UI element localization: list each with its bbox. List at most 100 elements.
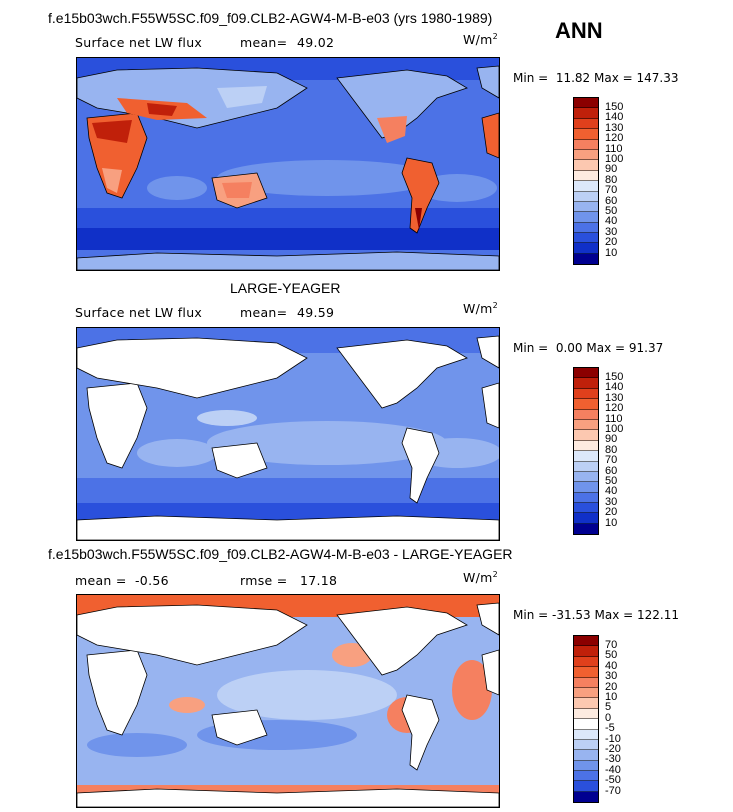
colorbar-swatch xyxy=(574,523,598,535)
colorbar-tick-label: -40 xyxy=(605,763,621,776)
panel-3-mean-value: -0.56 xyxy=(135,573,169,588)
colorbar-swatch xyxy=(574,750,598,761)
colorbar-swatch xyxy=(574,430,598,441)
colorbar-tick-label: 10 xyxy=(605,246,618,259)
colorbar-swatch xyxy=(574,667,598,678)
colorbar-tick-label: 100 xyxy=(605,422,624,435)
colorbar-tick-label: 40 xyxy=(605,485,618,498)
colorbar-swatch xyxy=(574,781,598,792)
colorbar-swatch xyxy=(574,461,598,472)
colorbar-swatch xyxy=(574,471,598,483)
colorbar-swatch xyxy=(574,739,598,751)
colorbar-swatch xyxy=(574,677,598,688)
colorbar-swatch xyxy=(574,222,598,234)
colorbar-tick-label: 110 xyxy=(605,142,623,155)
colorbar-swatch xyxy=(574,378,598,389)
colorbar-tick-label: -10 xyxy=(605,732,621,745)
colorbar-swatch xyxy=(574,760,598,772)
colorbar-swatch xyxy=(574,118,598,130)
colorbar-swatch xyxy=(574,253,598,265)
colorbar-tick-label: 80 xyxy=(605,173,618,186)
colorbar-tick-label: 20 xyxy=(605,506,618,519)
colorbar-tick-label: 80 xyxy=(605,443,618,456)
colorbar-tick-label: 90 xyxy=(605,163,618,176)
colorbar-tick-label: -5 xyxy=(605,722,615,735)
colorbar-tick-label: 60 xyxy=(605,194,618,207)
colorbar-tick-label: 10 xyxy=(605,690,618,703)
colorbar-swatch xyxy=(574,98,598,109)
colorbar-swatch xyxy=(574,440,598,452)
colorbar-tick-label: 0 xyxy=(605,711,612,724)
colorbar-swatch xyxy=(574,656,598,668)
colorbar-swatch xyxy=(574,482,598,493)
colorbar-swatch xyxy=(574,108,598,119)
colorbar-swatch xyxy=(574,201,598,213)
colorbar-swatch xyxy=(574,388,598,400)
panel-1-map xyxy=(76,57,500,271)
panel-2-variable: Surface net LW flux xyxy=(75,305,203,320)
colorbar-tick-label: 50 xyxy=(605,474,618,487)
colorbar-tick-label: 20 xyxy=(605,236,618,249)
colorbar-tick-label: 90 xyxy=(605,433,618,446)
panel-2-units: W/m2 xyxy=(463,301,499,317)
colorbar-swatch xyxy=(574,729,598,740)
colorbar-swatch xyxy=(574,409,598,420)
colorbar-swatch xyxy=(574,160,598,171)
season-label: ANN xyxy=(555,18,603,43)
colorbar-swatch xyxy=(574,243,598,254)
colorbar-tick-label: 130 xyxy=(605,391,624,404)
colorbar-tick-label: 70 xyxy=(605,638,618,651)
panel-2-map xyxy=(76,327,500,541)
colorbar-tick-label: 40 xyxy=(605,659,618,672)
colorbar-swatch xyxy=(574,181,598,192)
panel-1-title: f.e15b03wch.F55W5SC.f09_f09.CLB2-AGW4-M-… xyxy=(48,10,493,26)
panel-2-title: LARGE-YEAGER xyxy=(230,280,341,296)
colorbar-tick-label: 70 xyxy=(605,184,618,197)
colorbar-swatch xyxy=(574,698,598,709)
colorbar-swatch xyxy=(574,368,598,379)
colorbar-tick-label: 5 xyxy=(605,701,612,714)
colorbar-swatch xyxy=(574,419,598,431)
colorbar-swatch xyxy=(574,646,598,657)
colorbar-tick-label: 140 xyxy=(605,111,624,124)
colorbar-swatch xyxy=(574,687,598,699)
colorbar-tick-label: 30 xyxy=(605,495,618,508)
colorbar-swatch xyxy=(574,492,598,504)
colorbar-tick-label: 150 xyxy=(605,370,624,383)
panel-2-minmax: Min = 0.00 Max = 91.37 xyxy=(513,341,664,355)
colorbar-tick-label: 20 xyxy=(605,680,618,693)
colorbar-swatch xyxy=(574,212,598,223)
panel-1-units: W/m2 xyxy=(463,32,499,48)
panel-2-mean-label: mean= xyxy=(240,305,288,320)
colorbar-swatch xyxy=(574,719,598,730)
panel-3-title: f.e15b03wch.F55W5SC.f09_f09.CLB2-AGW4-M-… xyxy=(48,546,513,562)
colorbar-swatch xyxy=(574,708,598,720)
panel-3-rmse-value: 17.18 xyxy=(300,573,338,588)
colorbar-swatch xyxy=(574,503,598,514)
colorbar-tick-label: 50 xyxy=(605,204,618,217)
colorbar-swatch xyxy=(574,139,598,150)
colorbar-tick-label: 120 xyxy=(605,402,624,415)
colorbar-swatch xyxy=(574,170,598,182)
colorbar-tick-label: 100 xyxy=(605,152,624,165)
colorbar-swatch xyxy=(574,191,598,202)
colorbar-swatch xyxy=(574,636,598,647)
colorbar-swatch xyxy=(574,149,598,161)
panel-1-mean-label: mean= xyxy=(240,35,288,50)
panel-3-map xyxy=(76,594,500,808)
colorbar-swatches xyxy=(573,97,599,266)
colorbar-swatch xyxy=(574,451,598,462)
colorbar-swatches xyxy=(573,367,599,536)
panel-1-mean-value: 49.02 xyxy=(297,35,335,50)
colorbar-tick-label: 150 xyxy=(605,100,624,113)
colorbar-tick-label: 60 xyxy=(605,464,618,477)
panel-1-minmax: Min = 11.82 Max = 147.33 xyxy=(513,71,679,85)
colorbar-swatch xyxy=(574,791,598,803)
colorbar-tick-label: 110 xyxy=(605,412,623,425)
colorbar-tick-label: 140 xyxy=(605,381,624,394)
colorbar-tick-label: 70 xyxy=(605,454,618,467)
panel-2-mean-value: 49.59 xyxy=(297,305,335,320)
panel-3-minmax: Min = -31.53 Max = 122.11 xyxy=(513,608,680,622)
panel-3-units: W/m2 xyxy=(463,570,499,586)
panel-1-variable: Surface net LW flux xyxy=(75,35,203,50)
